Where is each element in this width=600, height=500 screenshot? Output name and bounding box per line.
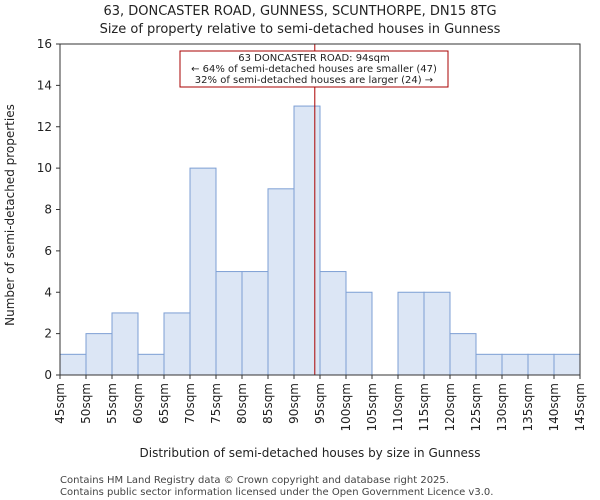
bar-60sqm	[137, 353, 165, 376]
x-tick-label: 60sqm	[131, 383, 145, 424]
annotation-box: 63 DONCASTER ROAD: 94sqm ← 64% of semi-d…	[179, 50, 449, 88]
annotation-line-3: 32% of semi-detached houses are larger (…	[195, 75, 433, 86]
y-tick-label: 0	[44, 368, 52, 382]
x-tick-label: 120sqm	[443, 383, 457, 431]
chart-subtitle: Size of property relative to semi-detach…	[100, 22, 501, 37]
y-tick-label: 2	[44, 327, 52, 341]
bar-55sqm	[111, 312, 139, 376]
y-tick-label: 14	[37, 78, 52, 92]
bar-110sqm	[397, 291, 425, 376]
x-tick-label: 145sqm	[573, 383, 587, 431]
y-tick-label: 4	[44, 285, 52, 299]
x-tick-label: 90sqm	[287, 383, 301, 424]
bars	[59, 105, 581, 376]
bar-100sqm	[345, 291, 373, 376]
plot-frame	[59, 43, 581, 376]
x-tick-label: 105sqm	[365, 383, 379, 431]
x-axis-ticks: 45sqm 50sqm 55sqm 60sqm 65sqm 70sqm 75sqm 80sqm…	[53, 375, 587, 431]
x-axis-label: Distribution of semi-detached houses by …	[140, 446, 481, 460]
footer-line-2: Contains public sector information licen…	[60, 487, 493, 498]
bar-125sqm	[475, 353, 503, 376]
annotation-line-1: 63 DONCASTER ROAD: 94sqm	[238, 53, 389, 64]
y-tick-label: 16	[37, 37, 52, 51]
bar-120sqm	[449, 333, 477, 376]
footer-line-1: Contains HM Land Registry data © Crown c…	[60, 475, 449, 486]
bar-85sqm	[267, 188, 295, 376]
bar-115sqm	[423, 291, 451, 376]
bar-80sqm	[241, 271, 269, 376]
bar-70sqm	[189, 167, 217, 376]
y-axis-label: Number of semi-detached properties	[3, 104, 17, 326]
x-tick-label: 70sqm	[183, 383, 197, 424]
y-tick-label: 10	[37, 161, 52, 175]
bar-135sqm	[527, 353, 555, 376]
annotation-border	[179, 50, 449, 88]
y-tick-label: 8	[44, 203, 52, 217]
y-tick-label: 6	[44, 244, 52, 258]
bar-75sqm	[215, 271, 243, 376]
x-tick-label: 75sqm	[209, 383, 223, 424]
bar-140sqm	[553, 353, 581, 376]
x-tick-label: 55sqm	[105, 383, 119, 424]
x-tick-label: 85sqm	[261, 383, 275, 424]
y-axis-ticks: 0 2 4 6 8 10 12 14 16	[37, 37, 60, 382]
x-tick-label: 80sqm	[235, 383, 249, 424]
x-tick-label: 130sqm	[495, 383, 509, 431]
x-tick-label: 100sqm	[339, 383, 353, 431]
y-tick-label: 12	[37, 120, 52, 134]
x-tick-label: 135sqm	[521, 383, 535, 431]
bar-130sqm	[501, 353, 529, 376]
x-tick-label: 65sqm	[157, 383, 171, 424]
bar-50sqm	[85, 333, 113, 376]
x-tick-label: 110sqm	[391, 383, 405, 431]
x-tick-label: 95sqm	[313, 383, 327, 424]
bar-95sqm	[319, 271, 347, 376]
chart-title: 63, DONCASTER ROAD, GUNNESS, SCUNTHORPE,…	[103, 4, 496, 19]
bar-90sqm	[293, 105, 321, 376]
bar-45sqm	[59, 353, 87, 376]
x-tick-label: 115sqm	[417, 383, 431, 431]
x-tick-label: 50sqm	[79, 383, 93, 424]
annotation-line-2: ← 64% of semi-detached houses are smalle…	[191, 64, 437, 75]
x-tick-label: 45sqm	[53, 383, 67, 424]
bar-65sqm	[163, 312, 191, 376]
x-tick-label: 125sqm	[469, 383, 483, 431]
x-tick-label: 140sqm	[547, 383, 561, 431]
